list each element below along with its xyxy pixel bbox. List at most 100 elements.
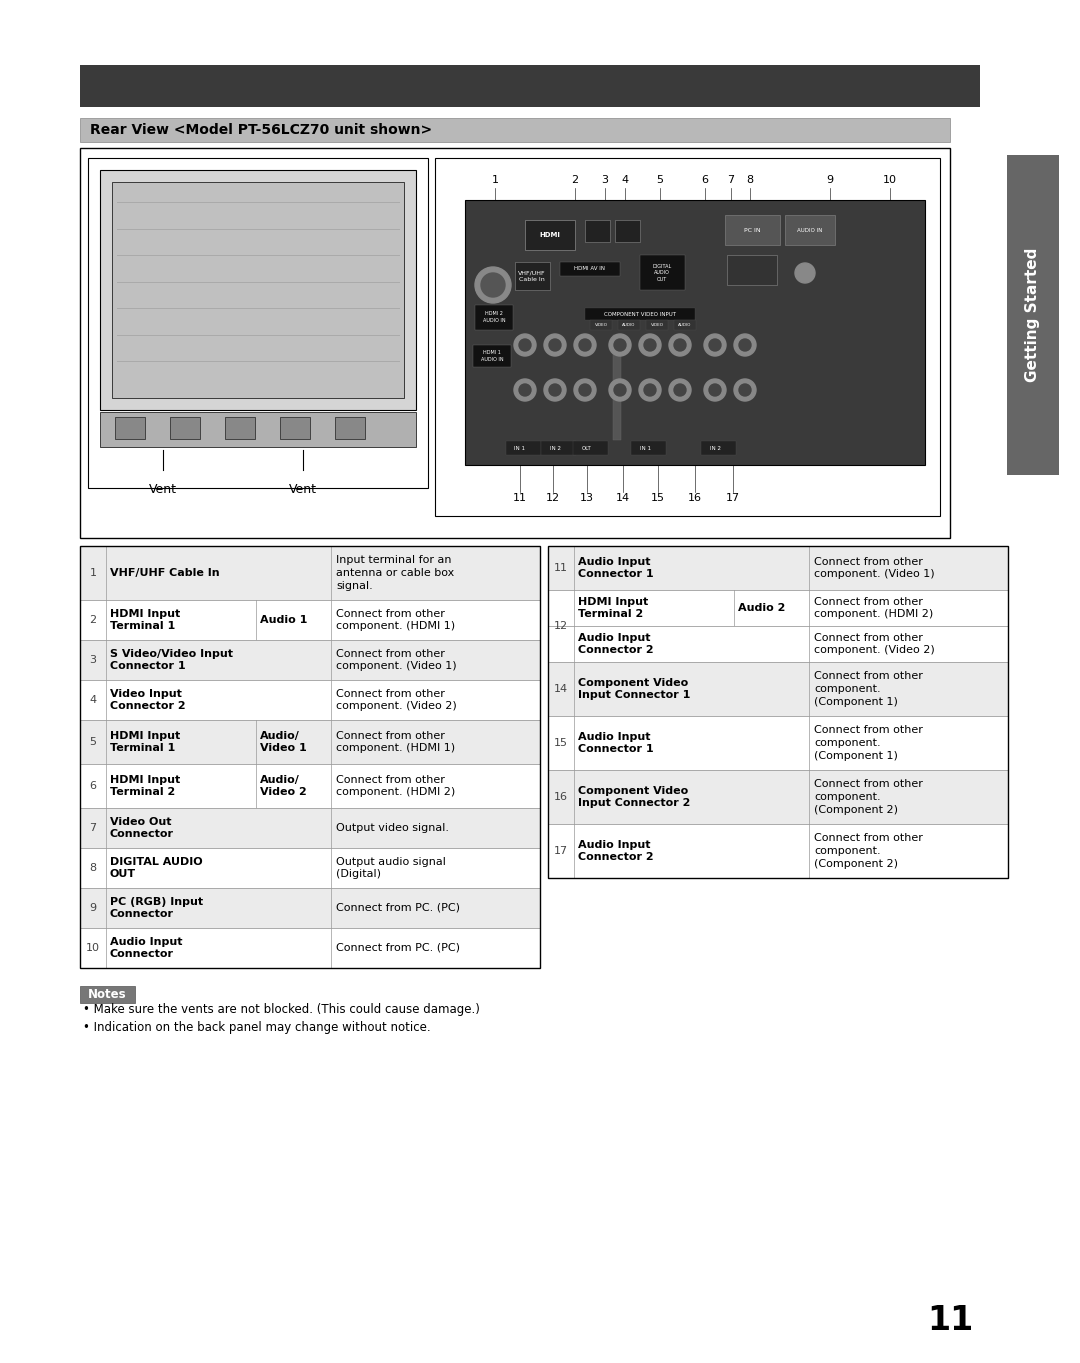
Text: 1: 1	[491, 174, 499, 185]
Text: 3: 3	[602, 174, 608, 185]
Text: Connect from other
component.
(Component 1): Connect from other component. (Component…	[814, 725, 923, 761]
Circle shape	[579, 384, 591, 397]
Text: Audio Input
Connector 2: Audio Input Connector 2	[578, 840, 653, 863]
Bar	[548, 547, 1008, 878]
Text: 10: 10	[86, 943, 100, 953]
Text: 6: 6	[90, 781, 96, 791]
Bar	[590, 320, 612, 330]
Circle shape	[573, 334, 596, 356]
Text: 14: 14	[554, 684, 568, 694]
Text: IN 1: IN 1	[639, 446, 650, 451]
Text: 11: 11	[513, 493, 527, 503]
Text: HDMI: HDMI	[540, 232, 561, 239]
Bar	[785, 215, 835, 245]
Text: Connect from other
component. (Video 2): Connect from other component. (Video 2)	[814, 632, 935, 656]
Text: Output audio signal
(Digital): Output audio signal (Digital)	[336, 856, 446, 879]
Bar	[525, 219, 575, 249]
Circle shape	[708, 339, 721, 352]
Bar	[674, 320, 696, 330]
Text: Component Video
Input Connector 1: Component Video Input Connector 1	[578, 677, 690, 701]
Text: HDMI 1
AUDIO IN: HDMI 1 AUDIO IN	[481, 350, 503, 361]
Text: • Make sure the vents are not blocked. (This could cause damage.): • Make sure the vents are not blocked. (…	[83, 1003, 480, 1017]
Circle shape	[734, 334, 756, 356]
Text: AUDIO IN: AUDIO IN	[797, 228, 823, 233]
Circle shape	[669, 334, 691, 356]
Circle shape	[549, 339, 561, 352]
Text: 8: 8	[746, 174, 754, 185]
Text: 2: 2	[571, 174, 579, 185]
Text: DIGITAL AUDIO
OUT: DIGITAL AUDIO OUT	[110, 856, 203, 879]
Text: Connect from other
component.
(Component 1): Connect from other component. (Component…	[814, 671, 923, 707]
Bar	[548, 770, 1008, 825]
Text: Audio Input
Connector 1: Audio Input Connector 1	[578, 732, 653, 754]
Text: 7: 7	[728, 174, 734, 185]
Text: PC IN: PC IN	[744, 228, 760, 233]
Bar	[225, 417, 255, 439]
Bar	[727, 255, 777, 285]
Circle shape	[519, 339, 531, 352]
Circle shape	[669, 379, 691, 401]
Text: Connect from other
component. (HDMI 2): Connect from other component. (HDMI 2)	[336, 774, 456, 797]
Bar	[561, 262, 620, 275]
Text: 5: 5	[657, 174, 663, 185]
Text: Audio 2: Audio 2	[738, 602, 785, 613]
Text: AUDIO: AUDIO	[678, 323, 691, 327]
Text: Notes: Notes	[87, 988, 126, 1000]
Text: VIDEO: VIDEO	[594, 323, 607, 327]
Circle shape	[795, 263, 815, 284]
Text: DIGITAL
AUDIO
OUT: DIGITAL AUDIO OUT	[652, 264, 672, 282]
Circle shape	[739, 339, 751, 352]
Bar	[80, 547, 540, 968]
Bar	[646, 320, 669, 330]
Circle shape	[739, 384, 751, 397]
Text: Vent: Vent	[149, 483, 177, 496]
Bar	[80, 765, 540, 808]
Circle shape	[708, 384, 721, 397]
Circle shape	[704, 334, 726, 356]
Bar	[80, 680, 540, 720]
Text: 3: 3	[90, 656, 96, 665]
Circle shape	[674, 339, 686, 352]
Bar	[80, 547, 540, 600]
Text: 9: 9	[90, 904, 96, 913]
Circle shape	[514, 334, 536, 356]
Text: Connect from other
component.
(Component 2): Connect from other component. (Component…	[814, 780, 923, 815]
Bar	[112, 183, 404, 398]
Text: Output video signal.: Output video signal.	[336, 823, 449, 833]
Text: • Indication on the back panel may change without notice.: • Indication on the back panel may chang…	[83, 1021, 431, 1035]
Text: Audio/
Video 1: Audio/ Video 1	[260, 731, 307, 754]
Text: Component Video
Input Connector 2: Component Video Input Connector 2	[578, 785, 690, 808]
Circle shape	[674, 384, 686, 397]
Bar	[725, 215, 780, 245]
Text: Connect from other
component. (HDMI 1): Connect from other component. (HDMI 1)	[336, 609, 455, 631]
Text: 17: 17	[726, 493, 740, 503]
Text: Connect from other
component.
(Component 2): Connect from other component. (Component…	[814, 833, 923, 868]
Bar	[80, 600, 540, 641]
Text: COMPONENT VIDEO INPUT: COMPONENT VIDEO INPUT	[604, 312, 676, 316]
Bar	[114, 417, 145, 439]
Text: 16: 16	[554, 792, 568, 801]
Bar	[100, 412, 416, 447]
Circle shape	[481, 273, 505, 297]
Text: 4: 4	[621, 174, 629, 185]
Text: S Video/Video Input
Connector 1: S Video/Video Input Connector 1	[110, 649, 233, 672]
Text: IN 2: IN 2	[710, 446, 720, 451]
Bar	[1007, 155, 1059, 474]
Bar	[585, 308, 696, 320]
Text: 8: 8	[90, 863, 96, 872]
Text: 4: 4	[90, 695, 96, 705]
Text: Audio Input
Connector 1: Audio Input Connector 1	[578, 556, 653, 579]
Text: 11: 11	[927, 1303, 973, 1337]
Text: 9: 9	[826, 174, 834, 185]
Text: Video Input
Connector 2: Video Input Connector 2	[110, 688, 186, 711]
Circle shape	[639, 379, 661, 401]
Text: Connect from PC. (PC): Connect from PC. (PC)	[336, 904, 460, 913]
Text: Connect from PC. (PC): Connect from PC. (PC)	[336, 943, 460, 953]
Bar	[548, 825, 1008, 878]
Text: HDMI Input
Terminal 1: HDMI Input Terminal 1	[110, 609, 180, 631]
Bar	[585, 219, 610, 243]
Text: VHF/UHF
Cable In: VHF/UHF Cable In	[518, 270, 545, 282]
Text: Video Out
Connector: Video Out Connector	[110, 816, 174, 840]
Text: Audio/
Video 2: Audio/ Video 2	[260, 774, 307, 797]
Text: 6: 6	[702, 174, 708, 185]
